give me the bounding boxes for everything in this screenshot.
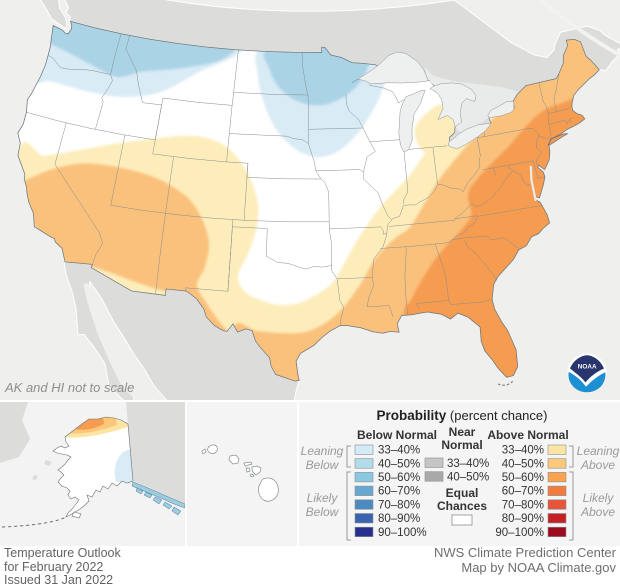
svg-text:33–40%: 33–40%: [447, 458, 489, 470]
svg-text:Temperature Outlook: Temperature Outlook: [4, 546, 121, 560]
svg-text:Map by NOAA Climate.gov: Map by NOAA Climate.gov: [461, 560, 616, 575]
svg-text:80–90%: 80–90%: [502, 513, 544, 525]
svg-text:70–80%: 70–80%: [502, 499, 544, 511]
svg-text:40–50%: 40–50%: [502, 458, 544, 470]
svg-text:NWS Climate Prediction Center: NWS Climate Prediction Center: [434, 545, 617, 560]
svg-text:40–50%: 40–50%: [447, 472, 489, 484]
svg-text:Leaning: Leaning: [301, 444, 344, 458]
svg-text:90–100%: 90–100%: [495, 527, 544, 539]
svg-text:Normal: Normal: [441, 438, 482, 452]
svg-text:80–90%: 80–90%: [378, 513, 420, 525]
svg-text:Above Normal: Above Normal: [487, 428, 568, 442]
svg-text:for February 2022: for February 2022: [4, 560, 103, 574]
svg-text:70–80%: 70–80%: [378, 499, 420, 511]
svg-text:60–70%: 60–70%: [502, 486, 544, 498]
svg-text:Issued 31 Jan 2022: Issued 31 Jan 2022: [4, 573, 113, 585]
svg-text:Near: Near: [449, 425, 476, 439]
svg-text:Below Normal: Below Normal: [357, 428, 437, 442]
svg-text:Leaning: Leaning: [577, 444, 620, 458]
svg-text:Probability (percent chance): Probability (percent chance): [377, 408, 548, 423]
svg-text:Above: Above: [580, 505, 615, 519]
svg-text:NOAA: NOAA: [578, 364, 597, 371]
svg-text:33–40%: 33–40%: [378, 445, 420, 457]
svg-text:Below: Below: [306, 505, 340, 519]
svg-text:AK and HI not to scale: AK and HI not to scale: [4, 380, 134, 395]
svg-text:Chances: Chances: [437, 499, 487, 513]
svg-text:60–70%: 60–70%: [378, 486, 420, 498]
svg-text:40–50%: 40–50%: [378, 458, 420, 470]
svg-text:90–100%: 90–100%: [378, 527, 427, 539]
svg-text:Likely: Likely: [307, 491, 339, 505]
svg-text:50–60%: 50–60%: [378, 472, 420, 484]
svg-text:Likely: Likely: [583, 491, 615, 505]
svg-text:Above: Above: [580, 458, 615, 472]
svg-text:Below: Below: [306, 458, 340, 472]
svg-text:50–60%: 50–60%: [502, 472, 544, 484]
svg-text:Equal: Equal: [446, 486, 479, 500]
svg-text:33–40%: 33–40%: [502, 445, 544, 457]
